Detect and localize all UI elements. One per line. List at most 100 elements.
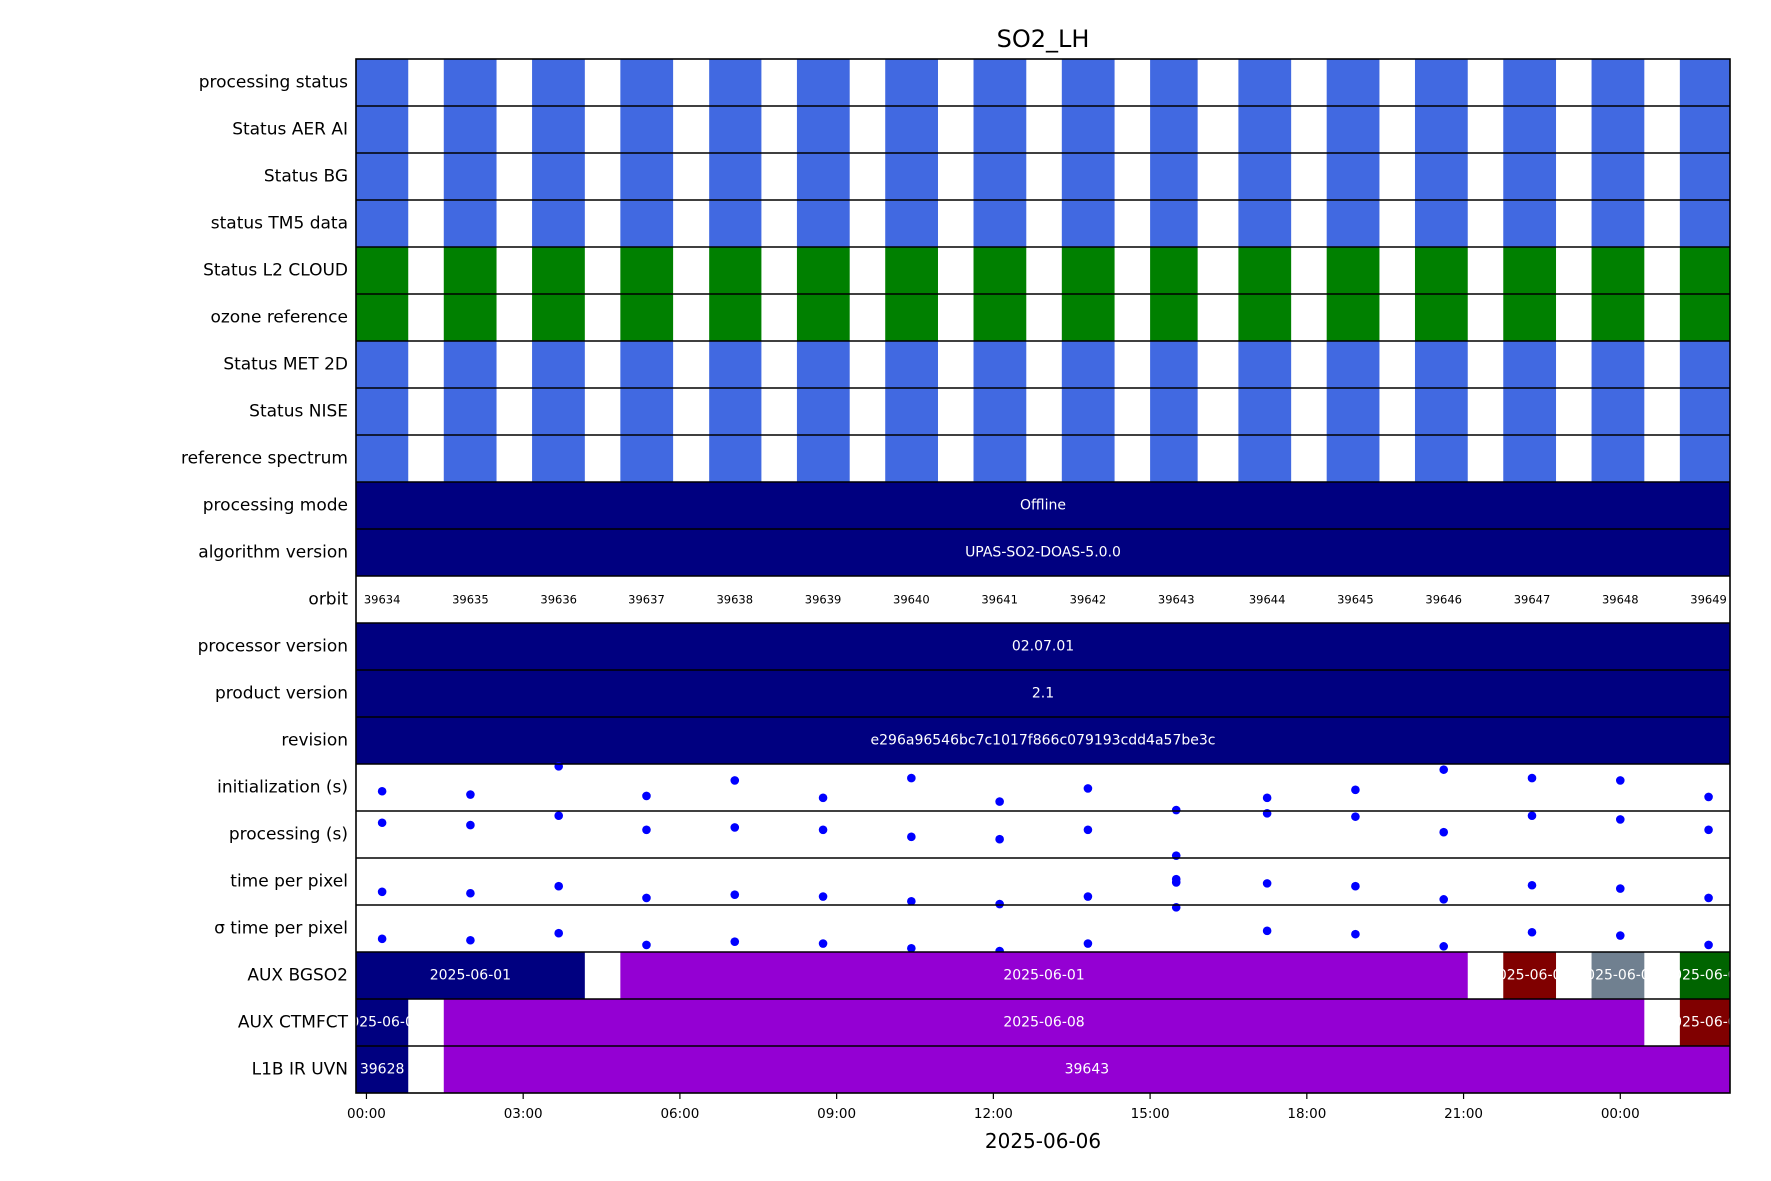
status-block-processing-status-39647 xyxy=(1503,59,1557,106)
status-block-status-bg-39642 xyxy=(1061,153,1115,200)
product-label-aux-ctmfct-1: 2025-06-08 xyxy=(1003,1015,1084,1031)
status-block-status-bg-39637 xyxy=(620,153,674,200)
scatter-point-processing-s-5 xyxy=(818,825,828,835)
orbit-number-39638: 39638 xyxy=(716,593,753,607)
status-block-status-aer-ai-39645 xyxy=(1326,106,1380,153)
scatter-point-processing-s-15 xyxy=(1615,815,1625,824)
product-label-l1b-ir-uvn-1: 39643 xyxy=(1065,1062,1110,1078)
status-block-ozone-reference-39642 xyxy=(1061,294,1115,341)
scatter-point-sigma-time-per-pixel-11 xyxy=(1351,929,1360,939)
status-block-status-l2-cloud-39634 xyxy=(356,247,409,294)
status-block-status-nise-39645 xyxy=(1326,388,1380,435)
status-block-status-l2-cloud-39648 xyxy=(1591,247,1645,294)
status-block-processing-status-39641 xyxy=(973,59,1027,106)
status-block-status-aer-ai-39642 xyxy=(1061,106,1115,153)
status-block-status-bg-39639 xyxy=(796,153,850,200)
status-block-status-tm5-data-39648 xyxy=(1591,200,1645,247)
product-label-aux-bgso2-1: 2025-06-01 xyxy=(1003,968,1084,984)
status-block-status-tm5-data-39645 xyxy=(1326,200,1380,247)
scatter-point-processing-s-2 xyxy=(554,811,564,820)
status-block-status-bg-39644 xyxy=(1238,153,1292,200)
chart-title: SO2_LH xyxy=(997,25,1090,53)
scatter-point-time-per-pixel-6 xyxy=(907,896,916,906)
scatter-point-initialization-s-6 xyxy=(907,773,916,783)
row-label-processing-s: processing (s) xyxy=(229,825,348,845)
status-block-status-met-2d-39639 xyxy=(796,341,850,388)
status-block-status-met-2d-39641 xyxy=(973,341,1027,388)
scatter-point-processing-s-1 xyxy=(466,820,475,830)
status-block-status-l2-cloud-39639 xyxy=(796,247,850,294)
scatter-point-time-per-pixel-5 xyxy=(818,892,828,901)
scatter-point-processing-s-0 xyxy=(377,818,387,828)
product-segment-aux-ctmfct-0 xyxy=(356,999,409,1046)
scatter-point-time-per-pixel-14 xyxy=(1527,880,1537,890)
scatter-point-initialization-s-11 xyxy=(1439,765,1449,774)
scatter-point-sigma-time-per-pixel-3 xyxy=(642,940,651,950)
scatter-point-time-per-pixel-12 xyxy=(1351,881,1360,891)
status-block-processing-status-39645 xyxy=(1326,59,1380,106)
row-label-status-l2-cloud: Status L2 CLOUD xyxy=(203,261,348,281)
status-block-status-aer-ai-39639 xyxy=(796,106,850,153)
status-block-reference-spectrum-39646 xyxy=(1414,435,1468,482)
row-label-status-tm5-data: status TM5 data xyxy=(211,214,348,234)
status-block-status-nise-39649 xyxy=(1679,388,1730,435)
status-block-processing-status-39640 xyxy=(885,59,938,106)
row-label-algorithm-version: algorithm version xyxy=(198,543,348,563)
product-segment-l1b-ir-uvn-0 xyxy=(356,1046,409,1093)
status-block-status-nise-39637 xyxy=(620,388,674,435)
scatter-point-time-per-pixel-8 xyxy=(1083,892,1093,901)
row-label-status-met-2d: Status MET 2D xyxy=(223,355,348,375)
status-block-processing-status-39646 xyxy=(1414,59,1468,106)
status-block-reference-spectrum-39634 xyxy=(356,435,409,482)
orbit-number-39644: 39644 xyxy=(1249,593,1286,607)
product-segment-l1b-ir-uvn-1 xyxy=(443,1046,1730,1093)
status-block-reference-spectrum-39642 xyxy=(1061,435,1115,482)
status-block-status-l2-cloud-39642 xyxy=(1061,247,1115,294)
status-block-reference-spectrum-39637 xyxy=(620,435,674,482)
x-tick-label: 09:00 xyxy=(817,1106,856,1122)
scatter-point-initialization-s-7 xyxy=(995,797,1004,806)
row-label-sigma-time-per-pixel: σ time per pixel xyxy=(214,919,348,939)
value-text-revision: e296a96546bc7c1017f866c079193cdd4a57be3c xyxy=(871,733,1216,749)
status-block-reference-spectrum-39643 xyxy=(1150,435,1198,482)
status-block-ozone-reference-39645 xyxy=(1326,294,1380,341)
status-block-status-bg-39634 xyxy=(356,153,409,200)
status-block-status-bg-39645 xyxy=(1326,153,1380,200)
status-block-processing-status-39637 xyxy=(620,59,674,106)
scatter-point-processing-s-9 xyxy=(1171,805,1181,815)
status-block-status-bg-39647 xyxy=(1503,153,1557,200)
status-block-status-l2-cloud-39641 xyxy=(973,247,1027,294)
status-block-status-aer-ai-39648 xyxy=(1591,106,1645,153)
status-block-status-tm5-data-39640 xyxy=(885,200,938,247)
status-block-status-tm5-data-39642 xyxy=(1061,200,1115,247)
status-block-status-l2-cloud-39643 xyxy=(1150,247,1198,294)
status-block-reference-spectrum-39640 xyxy=(885,435,938,482)
status-block-status-bg-39640 xyxy=(885,153,938,200)
status-block-status-aer-ai-39640 xyxy=(885,106,938,153)
status-block-status-bg-39638 xyxy=(709,153,762,200)
scatter-point-processing-s-7 xyxy=(995,834,1004,844)
status-block-status-bg-39641 xyxy=(973,153,1027,200)
scatter-point-sigma-time-per-pixel-8 xyxy=(1083,939,1093,948)
status-block-ozone-reference-39639 xyxy=(796,294,850,341)
x-tick-label: 12:00 xyxy=(974,1106,1013,1122)
scatter-point-time-per-pixel-11 xyxy=(1262,879,1272,888)
scatter-point-initialization-s-5 xyxy=(818,793,828,803)
status-block-reference-spectrum-39641 xyxy=(973,435,1027,482)
row-label-l1b-ir-uvn: L1B IR UVN xyxy=(252,1060,348,1080)
scatter-point-time-per-pixel-0 xyxy=(377,887,387,897)
scatter-point-initialization-s-12 xyxy=(1527,773,1537,783)
status-block-status-tm5-data-39635 xyxy=(443,200,497,247)
status-block-status-tm5-data-39634 xyxy=(356,200,409,247)
orbit-number-39636: 39636 xyxy=(540,593,577,607)
product-segment-aux-bgso2-0 xyxy=(356,952,585,999)
status-block-status-l2-cloud-39649 xyxy=(1679,247,1730,294)
scatter-point-sigma-time-per-pixel-13 xyxy=(1527,927,1537,937)
x-tick-label: 03:00 xyxy=(504,1106,543,1122)
status-block-reference-spectrum-39649 xyxy=(1679,435,1730,482)
scatter-point-sigma-time-per-pixel-2 xyxy=(554,928,564,938)
status-block-status-tm5-data-39639 xyxy=(796,200,850,247)
status-block-status-tm5-data-39649 xyxy=(1679,200,1730,247)
scatter-point-processing-s-6 xyxy=(907,832,916,842)
status-block-status-met-2d-39637 xyxy=(620,341,674,388)
